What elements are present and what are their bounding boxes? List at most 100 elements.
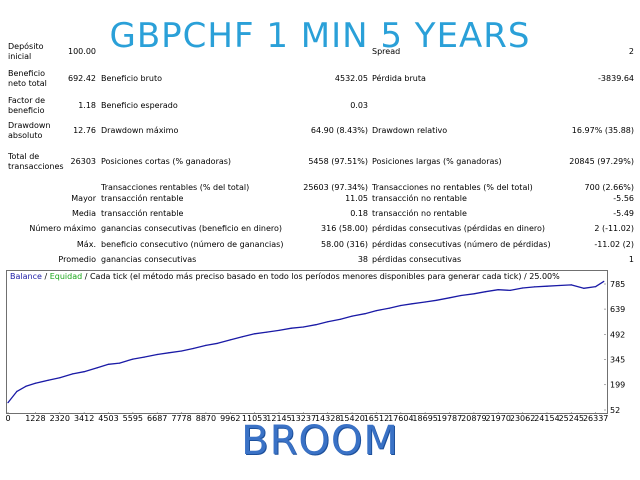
stat-value-c: -5.56 [613,194,634,203]
series-point [534,286,536,288]
series-point [327,321,329,323]
series-point [47,379,49,381]
series-point [546,285,548,287]
stat-value-b: 5458 (97.51%) [308,157,368,166]
stat-value-a: 12.76 [73,126,96,135]
series-point [16,390,18,392]
stat-label-a: Drawdown [8,121,51,130]
series-point [59,377,61,379]
series-point [132,358,134,360]
series-point [497,289,499,291]
stat-value-c: 1 [628,255,634,264]
series-point [143,356,145,358]
series-point [558,284,560,287]
series-point [522,287,524,289]
series-point [107,363,110,365]
series-point [192,347,194,350]
stat-prefix: Mayor [71,194,96,203]
stat-prefix: Máx. [76,240,96,249]
series-point [25,385,27,387]
x-tick-label: 19787 [437,414,462,423]
stat-value-c: 20845 (97.29%) [569,157,634,166]
legend-separator: / [41,272,50,281]
series-point [570,284,572,286]
stat-value-b: 25603 (97.34%) [303,183,368,192]
stat-value-b: 316 (58.00) [321,224,368,233]
y-tick-label: 345 [610,356,625,365]
stat-value-b: 0.18 [350,209,368,218]
stat-value-a: 100.00 [68,47,96,56]
series-point [509,289,511,291]
stat-value-c: 2 [628,47,634,56]
series-point [595,286,597,288]
series-point [448,297,451,299]
series-point [389,307,391,309]
stat-value-b: 11.05 [345,194,368,203]
series-point [217,342,219,344]
stat-value-b: 38 [357,255,368,264]
stat-label-a: neto total [8,79,47,88]
series-point [205,344,207,346]
stat-label-c: pérdidas consecutivas (número de pérdida… [372,240,551,249]
stat-label-b: ganancias consecutivas (beneficio en din… [101,224,283,233]
stat-label-a: Depósito [8,42,44,51]
series-point [583,287,585,289]
series-point [315,324,317,326]
stat-value-c: -3839.64 [598,74,634,83]
series-point [254,333,256,335]
stat-label-c: pérdidas consecutivas [372,255,462,264]
stat-label-c: Transacciones no rentables (% del total) [372,183,533,192]
stat-label-b: Beneficio esperado [101,101,178,110]
x-tick-label: 9962 [220,414,240,423]
series-point [290,327,292,329]
stat-value-c: 2 (-11.02) [594,224,634,233]
x-tick-label: 13237 [291,414,316,423]
stat-label-b: transacción rentable [101,209,184,218]
stat-value-c: 700 (2.66%) [584,183,634,192]
series-line-balance [7,280,605,404]
x-tick-label: 14328 [315,414,340,423]
series-point [156,353,158,356]
series-point [339,318,342,320]
series-point [34,382,37,384]
stat-value-a: 1.18 [78,101,96,110]
series-point [375,310,377,312]
series-point [351,315,353,317]
stat-value-c: -5.49 [613,209,634,218]
x-tick-label: 16512 [364,414,389,423]
y-tick-label: 639 [610,305,625,314]
stat-value-a: 26303 [70,157,96,166]
stat-label-b: ganancias consecutivas [101,255,197,264]
series-point [119,362,121,364]
stat-value-c: 16.97% (35.88) [571,126,634,135]
stat-label-a: absoluto [8,131,43,140]
y-tick-label: 785 [610,280,625,289]
series-point [7,402,9,404]
stat-label-c: transacción no rentable [372,194,467,203]
stat-label-a: Beneficio [8,69,45,78]
x-tick-label: 12145 [266,414,291,423]
series-point [96,367,98,369]
series-point [473,293,475,295]
stat-value-b: 58.00 (316) [321,240,368,249]
x-tick-label: 21970 [485,414,510,423]
stat-label-c: Drawdown relativo [372,126,448,135]
series-point [181,350,183,352]
x-tick-label: 15420 [339,414,364,423]
x-tick-label: 23062 [510,414,535,423]
x-tick-label: 20879 [461,414,486,423]
stat-prefix: Media [71,209,96,218]
series-point [229,339,231,341]
x-tick-label: 17604 [388,414,413,423]
stat-label-b: Beneficio bruto [101,74,162,83]
stat-label-c: pérdidas consecutivas (pérdidas en diner… [372,224,545,233]
series-point [484,291,487,293]
series-point [266,331,268,333]
stat-value-c: -11.02 (2) [594,240,634,249]
stat-label-a: inicial [8,52,32,61]
stat-label-b: Posiciones cortas (% ganadoras) [101,157,232,166]
x-tick-label: 18695 [412,414,437,423]
y-tick-label: 52 [610,406,620,415]
x-tick-label: 5595 [123,414,143,423]
series-point [424,301,426,303]
